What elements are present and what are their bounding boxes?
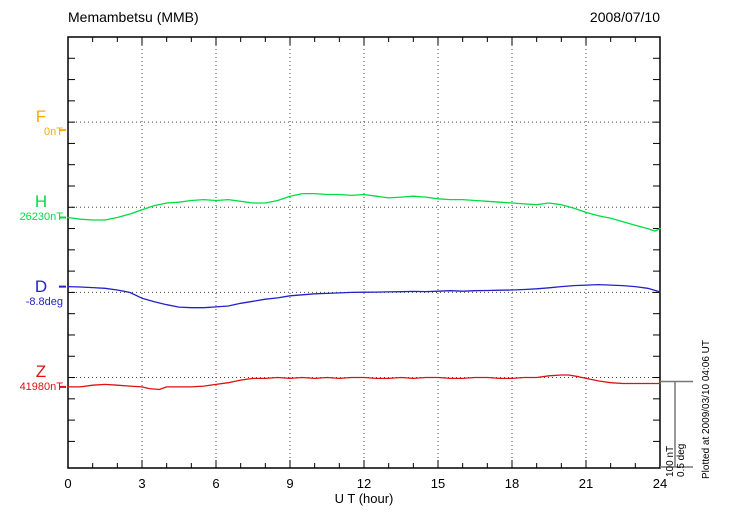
trace-z <box>67 374 661 391</box>
component-baseline-z: 41980nT <box>19 381 63 393</box>
x-tick-label-21: 21 <box>578 476 594 491</box>
x-tick-label-24: 24 <box>652 476 668 491</box>
component-baseline-f: 0nT <box>44 126 63 138</box>
scalebar-label: 100 nT 0.5 deg <box>665 444 687 477</box>
x-tick-label-9: 9 <box>286 476 294 491</box>
x-tick-label-3: 3 <box>138 476 146 491</box>
date-label: 2008/07/10 <box>589 9 660 25</box>
component-label-f: F <box>35 107 47 126</box>
trace-h <box>67 192 661 232</box>
x-axis-title: U T (hour) <box>334 491 394 506</box>
component-baseline-d: -8.8deg <box>25 296 63 308</box>
trace-d <box>67 283 661 309</box>
component-label-z: Z <box>35 362 47 381</box>
x-tick-label-6: 6 <box>212 476 220 491</box>
scalebar-label-deg: 0.5 deg <box>676 443 687 477</box>
station-title: Memambetsu (MMB) <box>68 9 199 25</box>
component-label-d: D <box>34 277 48 296</box>
scalebar-label-nt: 100 nT <box>665 445 676 477</box>
component-baseline-h: 26230nT <box>19 211 63 223</box>
plot-frame <box>67 36 661 469</box>
x-tick-label-15: 15 <box>430 476 446 491</box>
x-tick-label-12: 12 <box>356 476 372 491</box>
x-tick-label-18: 18 <box>504 476 520 491</box>
component-label-h: H <box>34 192 48 211</box>
plotted-at-note: Plotted at 2009/03/10 04:06 UT <box>701 340 712 479</box>
x-tick-label-0: 0 <box>64 476 72 491</box>
